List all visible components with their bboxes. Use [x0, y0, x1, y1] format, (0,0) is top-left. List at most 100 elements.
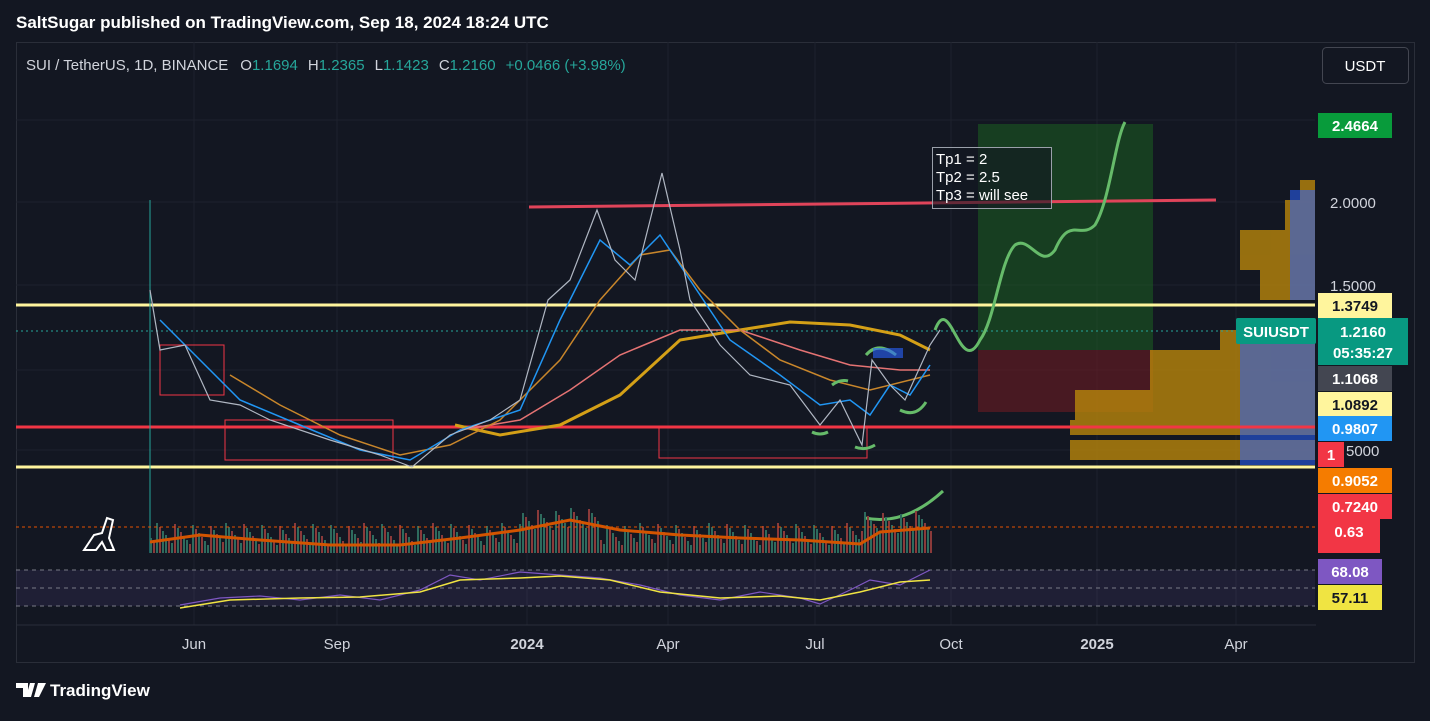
volume-bar — [630, 534, 632, 553]
volume-bar — [594, 517, 596, 553]
volume-bar — [753, 537, 755, 553]
volume-bar — [201, 537, 203, 553]
volume-bar — [681, 533, 683, 553]
volume-bar — [615, 537, 617, 553]
currency-button-label[interactable]: USDT — [1345, 58, 1386, 75]
volume-bar — [459, 536, 461, 553]
badge-bg — [1318, 293, 1392, 318]
volume-bar — [903, 518, 905, 553]
volume-bar — [330, 525, 332, 553]
volume-bar — [801, 532, 803, 553]
legend: SUI / TetherUS, 1D, BINANCE O1.1694 H1.236… — [26, 57, 626, 74]
volume-bar — [270, 537, 272, 553]
volume-bar — [699, 534, 701, 553]
volume-bar — [822, 537, 824, 553]
note-box — [932, 147, 1052, 209]
badge-bg — [1318, 113, 1392, 138]
volume-bar — [348, 526, 350, 553]
volume-bar — [849, 527, 851, 553]
volume-bar — [540, 514, 542, 553]
note-line: Tp2 = 2.5 — [936, 169, 1000, 186]
volume-bar — [516, 543, 518, 553]
volume-bar — [180, 532, 182, 553]
volume-bar — [828, 545, 830, 553]
rsi-ma — [179, 575, 931, 609]
volume-bar — [690, 545, 692, 553]
legend-key: O — [240, 57, 252, 74]
volume-bar — [927, 527, 929, 553]
volume-bar — [810, 544, 812, 553]
volume-bar — [729, 528, 731, 553]
volume-bar — [669, 540, 671, 553]
time-label: Jun — [182, 636, 206, 653]
legend-change: +0.0466 (+3.98%) — [506, 57, 626, 74]
volume-bar — [825, 541, 827, 553]
legend-value: 1.2365 — [319, 57, 365, 74]
volume-bar — [528, 521, 530, 553]
volume-bar — [588, 509, 590, 553]
volume-bar — [312, 524, 314, 553]
volume-bar — [819, 533, 821, 553]
volume-bar — [621, 545, 623, 553]
header-title: SaltSugar published on TradingView.com, … — [16, 13, 549, 32]
volume-bar — [570, 508, 572, 553]
volume-bar — [708, 523, 710, 553]
currency-button[interactable] — [1322, 47, 1409, 84]
time-label: 2024 — [510, 636, 544, 653]
price-label: 5000 — [1346, 443, 1379, 460]
legend-symbol: SUI / TetherUS, 1D, BINANCE — [26, 57, 228, 74]
volume-bar — [231, 531, 233, 553]
volume-bar — [336, 533, 338, 553]
volume-bar — [489, 530, 491, 553]
volume-bar — [222, 542, 224, 553]
volume-bar — [204, 541, 206, 553]
volume-bar — [666, 536, 668, 553]
volume-bar — [894, 529, 896, 553]
volume-bar — [900, 514, 902, 553]
volume-bar — [441, 535, 443, 553]
volume-bar — [447, 543, 449, 553]
volume-bar — [189, 544, 191, 553]
price-badge: 0.9052 — [1332, 473, 1378, 490]
badge-bg — [1236, 318, 1316, 344]
volume-bar — [678, 529, 680, 553]
volume-bar — [228, 527, 230, 553]
price-badge: 68.08 — [1331, 564, 1369, 581]
volume-bar — [429, 542, 431, 553]
volume-bar — [912, 530, 914, 553]
volume-bar — [216, 534, 218, 553]
volume-bar — [411, 541, 413, 553]
volume-bar — [783, 531, 785, 553]
highlight-box — [873, 348, 903, 358]
volume-bar — [273, 541, 275, 553]
volume-bar — [657, 524, 659, 553]
price-label: 2.0000 — [1330, 195, 1376, 212]
volume-bar — [609, 529, 611, 553]
volume-bar — [432, 523, 434, 553]
volume-bar — [906, 522, 908, 553]
volume-bar — [675, 525, 677, 553]
volume-bar — [738, 540, 740, 553]
volume-bar — [789, 539, 791, 553]
volume-bar — [648, 535, 650, 553]
price-badge: 0.63 — [1334, 524, 1363, 541]
volume-bar — [279, 526, 281, 553]
volume-bar — [909, 526, 911, 553]
volume-bar — [654, 543, 656, 553]
volume-bar — [549, 526, 551, 553]
volume-bar — [543, 518, 545, 553]
volume-bar — [297, 527, 299, 553]
volume-bar — [309, 543, 311, 553]
volume-bar — [414, 545, 416, 553]
badge-bg — [1318, 494, 1392, 519]
volume-bar — [567, 527, 569, 553]
volume-bar — [873, 524, 875, 553]
volume-bar — [324, 540, 326, 553]
volume-bar — [714, 531, 716, 553]
volume-bar — [249, 532, 251, 553]
volume-bar — [255, 540, 257, 553]
volume-bar — [807, 540, 809, 553]
volume-bar — [888, 521, 890, 553]
legend-key: L — [375, 57, 383, 74]
